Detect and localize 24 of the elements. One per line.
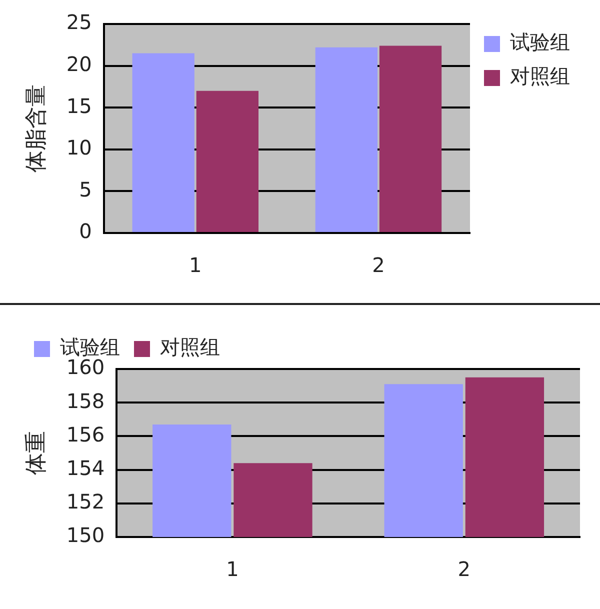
y-tick-label: 15 [66,94,92,118]
y-axis-title: 体脂含量 [24,84,49,172]
y-tick-label: 20 [66,52,92,76]
legend-label: 对照组 [510,64,570,88]
y-tick-label: 25 [66,10,92,34]
y-tick-label: 154 [66,456,105,480]
bar [315,47,378,232]
y-tick-label: 10 [66,136,92,160]
legend-label: 对照组 [160,335,220,360]
bar [196,90,258,232]
y-tick-label: 0 [79,219,92,244]
x-tick-label: 1 [189,253,202,278]
y-tick-label: 150 [66,523,105,548]
bar [379,46,442,232]
y-axis-title: 体重 [24,431,49,475]
y-tick-label: 158 [66,388,105,413]
x-tick-label: 2 [372,253,385,278]
x-tick-label: 1 [226,557,239,582]
legend-label: 试验组 [510,30,570,54]
y-tick-label: 156 [66,422,105,446]
x-tick-label: 2 [458,557,471,582]
bar [132,53,194,232]
y-tick-label: 5 [79,177,92,202]
y-tick-label: 152 [66,490,105,514]
